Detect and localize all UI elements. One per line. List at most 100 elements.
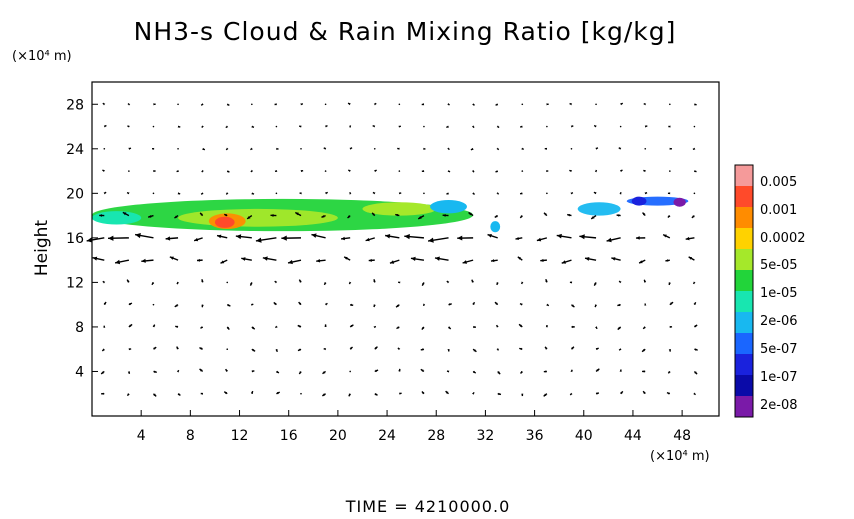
wind-vector	[249, 282, 253, 286]
wind-vector	[462, 259, 474, 264]
wind-vector	[92, 256, 105, 261]
wind-vector	[496, 192, 500, 195]
wind-vector	[496, 125, 500, 129]
wind-vector	[374, 393, 378, 396]
wind-vector	[496, 147, 500, 151]
wind-vector	[250, 147, 253, 151]
wind-vector	[174, 215, 179, 219]
wind-vector	[299, 125, 302, 128]
x-tick-label-0: 4	[137, 428, 146, 444]
wind-vector	[276, 391, 281, 395]
wind-vector	[316, 258, 326, 263]
wind-vector	[669, 301, 674, 306]
wind-vector	[276, 147, 279, 150]
wind-vector	[250, 303, 254, 306]
cloud-detail-5	[631, 196, 647, 206]
wind-vector	[473, 325, 477, 329]
wind-vector	[546, 103, 549, 106]
wind-vector	[397, 147, 400, 150]
wind-vector	[691, 215, 695, 219]
colorbar-label-1: 0.001	[760, 203, 797, 218]
wind-vector	[287, 259, 302, 265]
wind-vector	[595, 347, 599, 351]
colorbar-swatch-1	[735, 186, 753, 207]
wind-vector	[325, 191, 328, 195]
wind-vector	[595, 103, 597, 106]
wind-vector	[593, 124, 597, 128]
y-axis-unit: (×10⁴ m)	[12, 49, 72, 64]
wind-vector	[642, 390, 646, 395]
wind-vector	[546, 303, 550, 307]
wind-vector	[472, 192, 476, 195]
wind-vector	[620, 390, 624, 395]
wind-vector	[226, 103, 230, 106]
colorbar-swatch-10	[735, 375, 753, 396]
wind-vector	[349, 370, 351, 373]
wind-vector	[442, 213, 449, 217]
wind-vector	[246, 215, 253, 220]
wind-vector	[86, 237, 105, 243]
wind-vector	[641, 348, 646, 353]
wind-vector	[520, 281, 524, 285]
colorbar-label-7: 1e-07	[760, 370, 798, 385]
wind-vector	[421, 282, 425, 286]
wind-vector	[398, 281, 401, 284]
wind-vector	[447, 169, 451, 173]
wind-vector	[250, 390, 254, 394]
wind-vector	[546, 125, 548, 128]
wind-vector	[471, 125, 475, 129]
wind-vector	[667, 215, 671, 218]
wind-vector	[692, 281, 696, 285]
cloud-detail-0	[92, 211, 142, 225]
y-axis: 4 8 12 16 20 24 28	[66, 97, 98, 380]
wind-vector	[201, 169, 204, 173]
x-tick-label-11: 48	[673, 428, 691, 444]
wind-vector	[519, 347, 523, 351]
wind-vector	[373, 148, 376, 150]
wind-vector	[323, 282, 327, 286]
wind-vector	[374, 346, 378, 350]
x-tick-label-6: 28	[427, 428, 445, 444]
wind-vector	[595, 326, 598, 330]
cloud-detail-1	[362, 202, 437, 216]
wind-vector	[595, 392, 600, 395]
wind-vector	[177, 393, 181, 397]
wind-vector	[421, 103, 425, 106]
wind-vector	[220, 259, 228, 264]
wind-vector	[141, 258, 154, 263]
wind-vector	[571, 304, 575, 308]
wind-vector	[521, 170, 524, 172]
wind-vector	[349, 192, 352, 195]
wind-vector	[448, 326, 452, 330]
wind-vector	[176, 346, 179, 350]
wind-vector	[398, 192, 402, 195]
wind-vector	[241, 257, 252, 261]
wind-vector	[643, 169, 646, 173]
wind-vector	[297, 348, 302, 352]
wind-vector	[126, 279, 130, 283]
wind-vector	[201, 279, 204, 283]
wind-vector	[372, 124, 376, 128]
wind-vector	[694, 103, 697, 106]
y-tick-label-3: 16	[66, 231, 84, 247]
time-label: TIME = 4210000.0	[345, 497, 511, 516]
cloud-detail-3	[214, 216, 235, 228]
wind-vector	[226, 281, 229, 284]
wind-vector	[324, 170, 327, 172]
wind-vector	[153, 169, 156, 173]
wind-vector	[617, 303, 621, 307]
wind-vector	[495, 324, 499, 328]
wind-vector	[251, 103, 253, 106]
wind-vector	[321, 214, 326, 218]
colorbar-label-6: 5e-07	[760, 342, 798, 357]
wind-vector	[398, 125, 402, 128]
wind-vector	[274, 280, 278, 284]
wind-vector	[643, 279, 647, 283]
wind-vector	[519, 302, 523, 306]
cloud-region-1	[178, 208, 338, 227]
wind-vector	[494, 215, 499, 218]
wind-vector	[497, 370, 501, 375]
wind-vector	[434, 256, 449, 261]
wind-vector	[495, 103, 499, 106]
wind-vector	[521, 393, 524, 397]
